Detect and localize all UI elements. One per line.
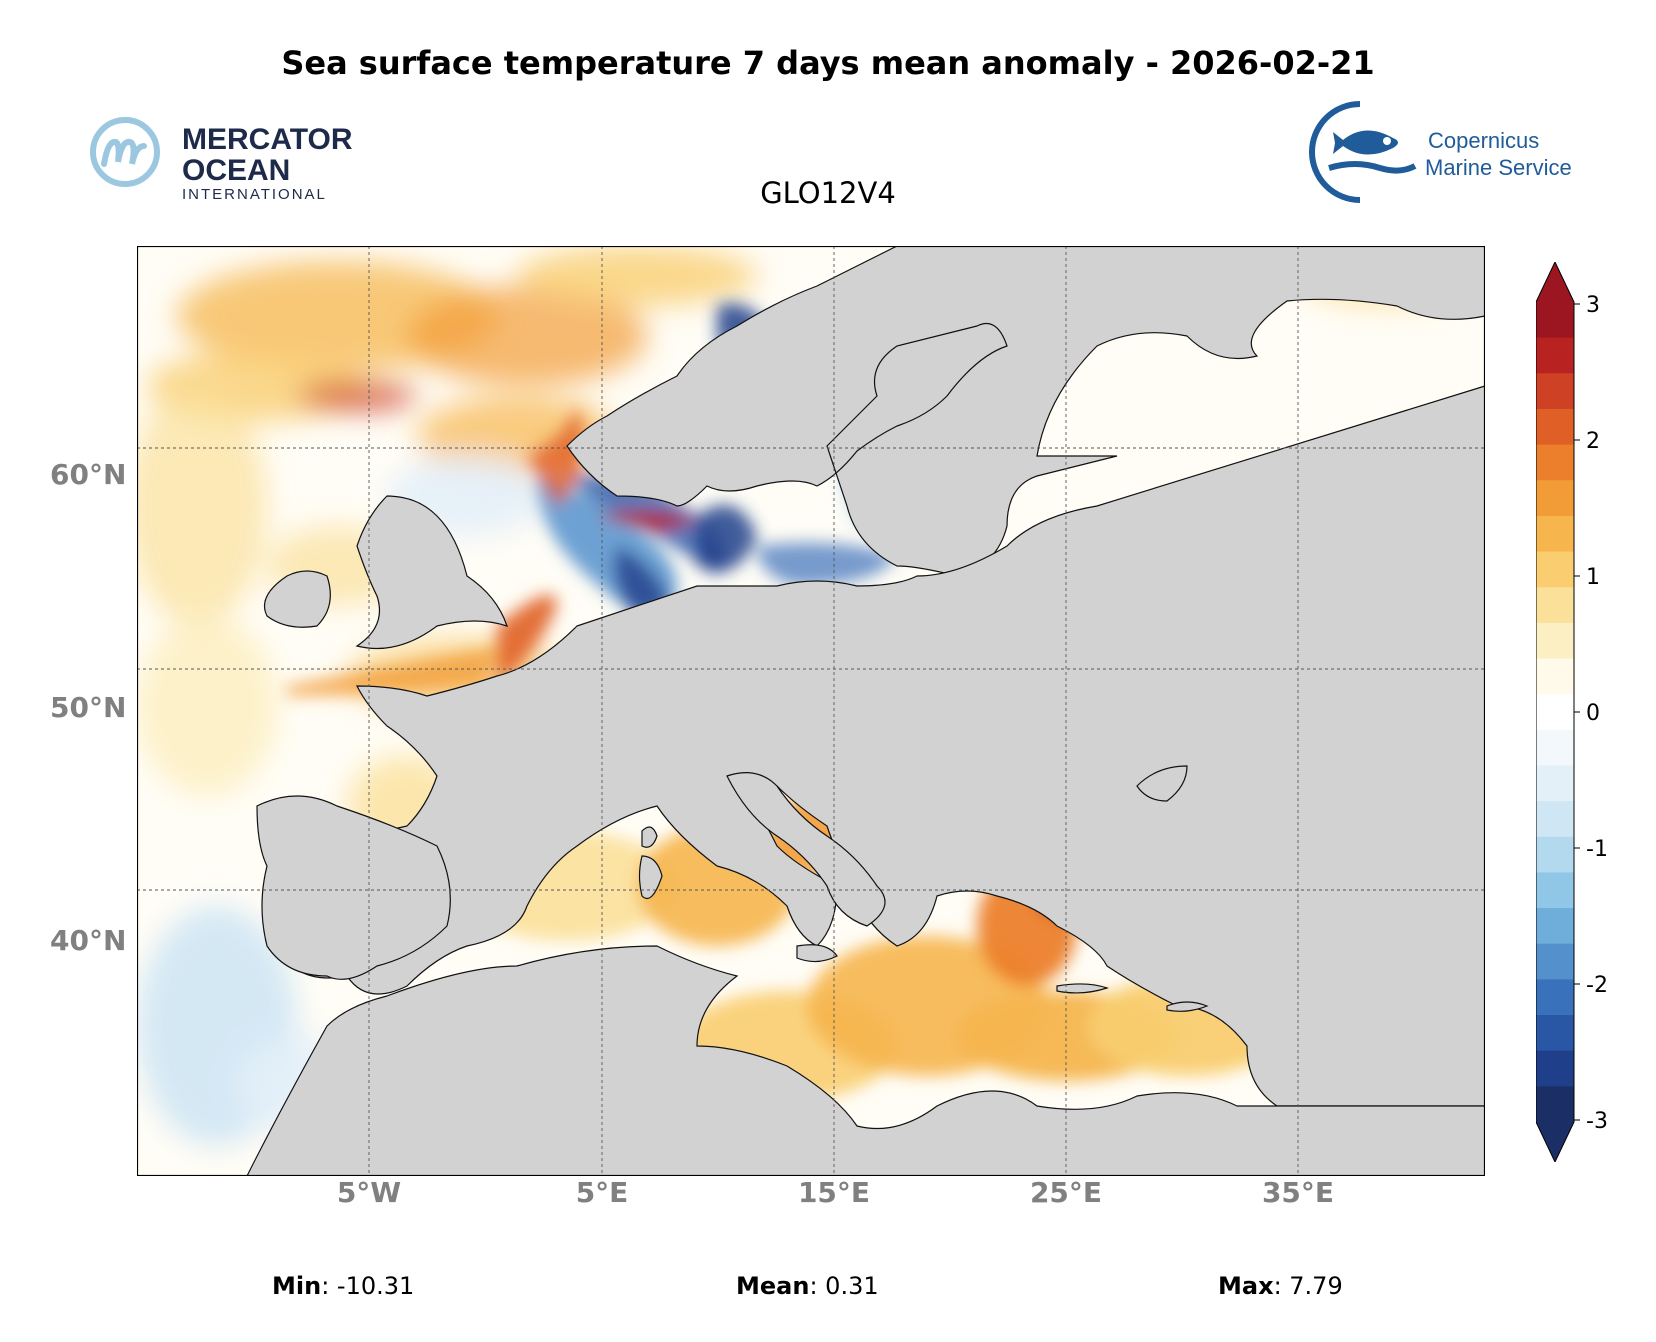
stat-min-label: Min [272,1272,322,1300]
colorbar-band [1536,515,1574,553]
colorbar-band [1536,765,1574,802]
model-subtitle: GLO12V4 [760,176,896,210]
copernicus-logo: Copernicus Marine Service [1305,100,1575,205]
colorbar-band [1536,622,1574,660]
copernicus-text-1: Copernicus [1428,128,1539,153]
colorbar-band [1536,872,1574,909]
stat-min: Min: -10.31 [272,1272,414,1300]
lat-label-50n: 50°N [50,691,127,724]
colorbar-tick-label: -1 [1586,837,1608,862]
colorbar-band [1536,943,1574,980]
colorbar-band [1536,373,1574,410]
colorbar-band [1536,337,1574,374]
stat-max-value: : 7.79 [1273,1272,1343,1300]
colorbar-band [1536,551,1574,588]
stat-mean-label: Mean [736,1272,810,1300]
colorbar-tick-label: 3 [1586,293,1600,318]
colorbar-tick-label: 1 [1586,565,1600,590]
colorbar-band [1536,979,1574,1016]
mercator-m-icon [90,117,160,187]
mercator-text-3: INTERNATIONAL [182,186,327,202]
colorbar-band [1536,302,1574,339]
colorbar-outline [1535,260,1575,1164]
colorbar: 3 2 1 0 -1 -2 -3 [1535,260,1646,1164]
colorbar-band [1536,908,1574,945]
lon-label-25e: 25°E [1029,1176,1103,1209]
colorbar-ticks: 3 2 1 0 -1 -2 -3 [1574,293,1608,1134]
colorbar-band [1536,836,1574,874]
stat-mean: Mean: 0.31 [736,1272,879,1300]
colorbar-tick-label: 2 [1586,429,1600,454]
colorbar-extend-min [1536,1122,1574,1162]
colorbar-band [1536,480,1574,517]
colorbar-band [1536,408,1574,446]
colorbar-tick-label: -2 [1586,973,1608,998]
colorbar-band [1536,1015,1574,1052]
copernicus-text-2: Marine Service [1425,155,1572,180]
lon-label-15e: 15°E [797,1176,871,1209]
map-title: Sea surface temperature 7 days mean anom… [281,44,1375,82]
map-frame [136,245,1486,1177]
stat-max-label: Max [1218,1272,1274,1300]
mercator-text-1: MERCATOR [182,123,353,156]
colorbar-band [1536,801,1574,838]
lon-label-5w: 5°W [336,1176,402,1209]
gridlines [137,246,1485,1176]
colorbar-tick-label: -3 [1586,1109,1608,1134]
colorbar-tick-label: 0 [1586,701,1600,726]
colorbar-band [1536,729,1574,767]
colorbar-band [1536,587,1574,624]
colorbar-extend-max [1536,262,1574,302]
stat-min-value: : -10.31 [321,1272,415,1300]
land-masses [246,245,1486,1177]
lon-label-5e: 5°E [575,1176,629,1209]
colorbar-band [1536,444,1574,481]
lat-label-40n: 40°N [50,924,127,957]
mercator-text-2: OCEAN [182,154,290,187]
colorbar-band [1536,658,1574,695]
stat-mean-value: : 0.31 [809,1272,879,1300]
mercator-logo: MERCATOR OCEAN INTERNATIONAL [90,112,380,203]
stat-max: Max: 7.79 [1218,1272,1343,1300]
colorbar-band [1536,1086,1574,1123]
colorbar-band [1536,694,1574,731]
copernicus-fish-icon [1309,101,1417,203]
sst-anomaly-map [127,245,1486,1177]
colorbar-bands [1535,260,1575,1164]
colorbar-band [1536,1050,1574,1087]
lat-label-60n: 60°N [50,458,127,491]
lon-label-35e: 35°E [1261,1176,1335,1209]
